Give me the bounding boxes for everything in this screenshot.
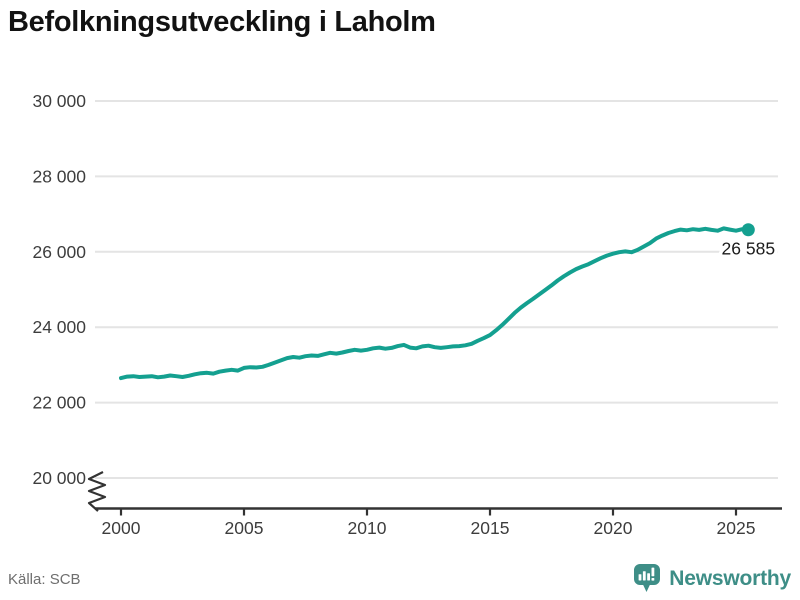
- svg-text:22 000: 22 000: [32, 393, 86, 413]
- svg-text:24 000: 24 000: [32, 317, 86, 337]
- svg-text:2005: 2005: [225, 518, 264, 538]
- svg-text:20 000: 20 000: [32, 468, 86, 488]
- svg-text:28 000: 28 000: [32, 166, 86, 186]
- gridlines: [95, 100, 778, 479]
- source-credit: Källa: SCB: [8, 571, 81, 588]
- y-axis-labels: 20 000 22 000 24 000 26 000 28 000 30 000: [32, 91, 86, 488]
- svg-text:26 000: 26 000: [32, 242, 86, 262]
- svg-text:2010: 2010: [348, 518, 387, 538]
- svg-text:2015: 2015: [471, 518, 510, 538]
- end-value-label: 26 585: [722, 239, 776, 259]
- newsworthy-bubble-barchart-icon: [634, 564, 661, 592]
- series-end-dot: [741, 223, 755, 237]
- x-axis-ticks: [119, 508, 738, 516]
- svg-text:30 000: 30 000: [32, 91, 86, 111]
- population-series-line: [119, 226, 751, 381]
- newsworthy-brand-link[interactable]: Newsworthy: [633, 563, 791, 595]
- svg-text:2000: 2000: [102, 518, 141, 538]
- brand-name: Newsworthy: [669, 567, 791, 590]
- x-axis-labels: 2000 2005 2010 2015 2020 2025: [102, 518, 756, 538]
- svg-text:2020: 2020: [594, 518, 633, 538]
- page-title: Befolkningsutveckling i Laholm: [8, 6, 436, 38]
- svg-text:2025: 2025: [717, 518, 756, 538]
- axis-break-icon: [87, 471, 107, 512]
